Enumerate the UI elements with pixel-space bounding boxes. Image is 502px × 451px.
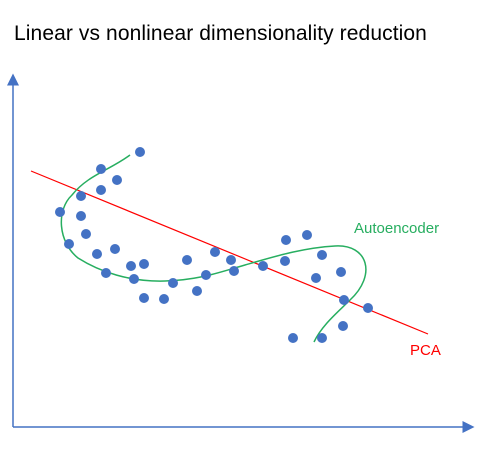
data-point bbox=[281, 235, 291, 245]
data-point bbox=[258, 261, 268, 271]
autoencoder-curve bbox=[60, 154, 367, 343]
data-point bbox=[139, 259, 149, 269]
figure-title: Linear vs nonlinear dimensionality reduc… bbox=[14, 22, 427, 45]
data-point bbox=[192, 286, 202, 296]
data-point bbox=[159, 294, 169, 304]
data-point bbox=[96, 164, 106, 174]
data-point bbox=[338, 321, 348, 331]
data-point bbox=[336, 267, 346, 277]
data-points bbox=[55, 147, 373, 343]
data-point bbox=[168, 278, 178, 288]
data-point bbox=[110, 244, 120, 254]
data-point bbox=[339, 295, 349, 305]
data-point bbox=[64, 239, 74, 249]
pca-label: PCA bbox=[410, 342, 441, 359]
data-point bbox=[126, 261, 136, 271]
data-point bbox=[55, 207, 65, 217]
data-point bbox=[92, 249, 102, 259]
data-point bbox=[129, 274, 139, 284]
data-point bbox=[210, 247, 220, 257]
data-point bbox=[229, 266, 239, 276]
data-point bbox=[317, 333, 327, 343]
pca-line bbox=[30, 170, 429, 335]
data-point bbox=[311, 273, 321, 283]
data-point bbox=[76, 211, 86, 221]
data-point bbox=[288, 333, 298, 343]
data-point bbox=[182, 255, 192, 265]
data-point bbox=[112, 175, 122, 185]
data-point bbox=[363, 303, 373, 313]
data-point bbox=[135, 147, 145, 157]
data-point bbox=[81, 229, 91, 239]
data-point bbox=[101, 268, 111, 278]
data-point bbox=[139, 293, 149, 303]
data-point bbox=[280, 256, 290, 266]
data-point bbox=[317, 250, 327, 260]
data-point bbox=[302, 230, 312, 240]
autoencoder-label: Autoencoder bbox=[354, 220, 439, 237]
data-point bbox=[96, 185, 106, 195]
data-point bbox=[76, 191, 86, 201]
data-point bbox=[226, 255, 236, 265]
data-point bbox=[201, 270, 211, 280]
